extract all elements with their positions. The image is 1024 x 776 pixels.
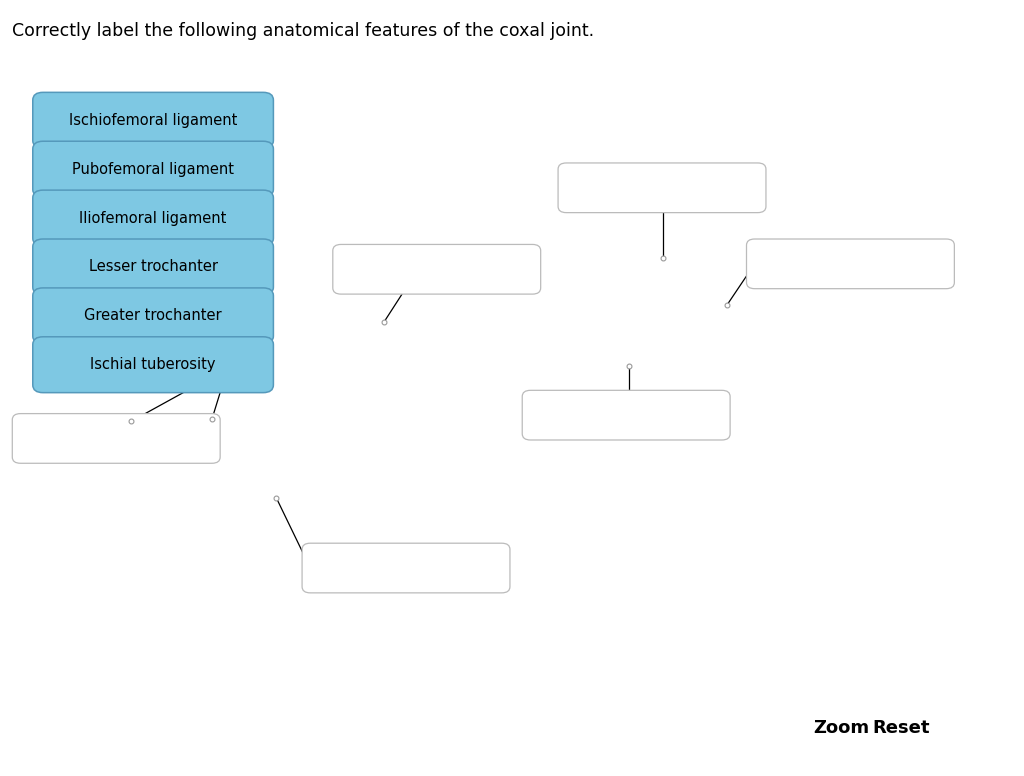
Text: Ischiofemoral ligament: Ischiofemoral ligament — [69, 113, 238, 128]
Text: Ischial tuberosity: Ischial tuberosity — [90, 357, 216, 372]
FancyBboxPatch shape — [333, 244, 541, 294]
FancyBboxPatch shape — [746, 239, 954, 289]
FancyBboxPatch shape — [33, 141, 273, 197]
FancyBboxPatch shape — [33, 288, 273, 344]
Text: Lesser trochanter: Lesser trochanter — [89, 259, 217, 275]
FancyBboxPatch shape — [33, 239, 273, 295]
Text: Iliofemoral ligament: Iliofemoral ligament — [80, 210, 226, 226]
Text: Pubofemoral ligament: Pubofemoral ligament — [72, 161, 234, 177]
FancyBboxPatch shape — [33, 190, 273, 246]
FancyBboxPatch shape — [522, 390, 730, 440]
FancyBboxPatch shape — [33, 92, 273, 148]
FancyBboxPatch shape — [302, 543, 510, 593]
FancyBboxPatch shape — [558, 163, 766, 213]
Text: Zoom: Zoom — [814, 719, 869, 737]
Text: Greater trochanter: Greater trochanter — [84, 308, 222, 324]
Text: Correctly label the following anatomical features of the coxal joint.: Correctly label the following anatomical… — [12, 22, 594, 40]
FancyBboxPatch shape — [33, 337, 273, 393]
FancyBboxPatch shape — [12, 414, 220, 463]
Text: Reset: Reset — [872, 719, 930, 737]
